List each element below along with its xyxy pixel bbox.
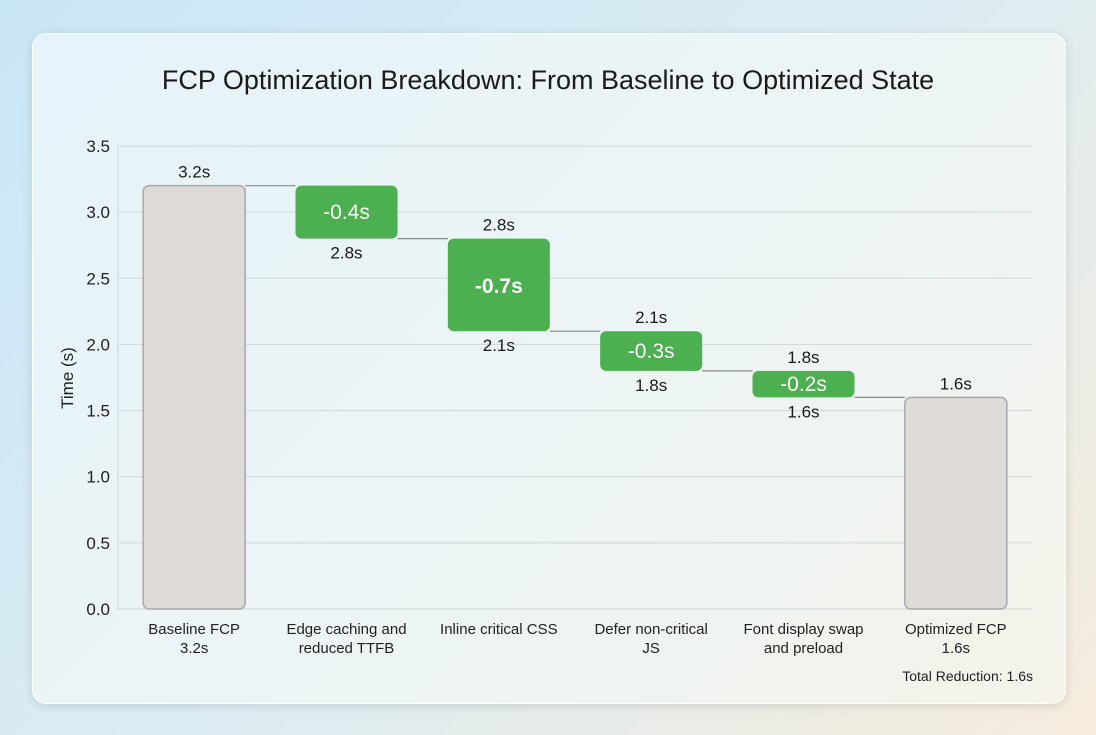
x-tick-label: and preload xyxy=(764,640,843,657)
y-tick-label: 2.0 xyxy=(86,335,110,354)
x-tick-label: 1.6s xyxy=(942,640,970,657)
bar-bottom-label: 1.6s xyxy=(787,402,819,421)
bar-top-label: 2.8s xyxy=(483,216,515,235)
bar-delta-label: -0.4s xyxy=(323,201,370,224)
y-tick-label: 0.0 xyxy=(86,600,110,619)
x-tick-label: Defer non-critical xyxy=(594,621,707,638)
y-tick-label: 1.5 xyxy=(86,402,110,421)
x-tick-label: reduced TTFB xyxy=(299,640,395,657)
decrease-bar xyxy=(752,370,855,398)
x-tick-label: Inline critical CSS xyxy=(440,621,558,638)
x-tick-label: Optimized FCP xyxy=(905,621,1007,638)
bar-delta-label: -0.2s xyxy=(780,373,827,396)
y-tick-label: 3.5 xyxy=(86,137,110,156)
y-tick-label: 0.5 xyxy=(86,534,110,553)
bar-top-label: 2.1s xyxy=(635,308,667,327)
x-tick-label: JS xyxy=(642,640,660,657)
chart-title: FCP Optimization Breakdown: From Baselin… xyxy=(162,65,934,95)
total-reduction-note: Total Reduction: 1.6s xyxy=(902,668,1033,684)
bar-bottom-label: 2.1s xyxy=(483,336,515,355)
y-tick-label: 2.5 xyxy=(86,269,110,288)
bar-top-label: 1.6s xyxy=(940,374,972,393)
x-tick-label: Baseline FCP xyxy=(148,621,240,638)
x-tick-label: Edge caching and xyxy=(286,621,406,638)
bar-top-label: 3.2s xyxy=(178,163,210,182)
x-tick-label: 3.2s xyxy=(180,640,208,657)
bar-bottom-label: 1.8s xyxy=(635,376,667,395)
decrease-bar xyxy=(295,185,398,239)
total-bar xyxy=(904,396,1008,610)
y-tick-label: 3.0 xyxy=(86,203,110,222)
bar-bottom-label: 2.8s xyxy=(330,244,362,263)
decrease-bar xyxy=(600,331,703,371)
x-tick-label: Font display swap xyxy=(743,621,863,638)
bar-delta-label: -0.3s xyxy=(628,340,675,363)
decrease-bar xyxy=(447,238,550,332)
total-bar xyxy=(142,184,246,610)
bar-top-label: 1.8s xyxy=(787,348,819,367)
bar-delta-label: -0.7s xyxy=(475,275,523,298)
y-tick-label: 1.0 xyxy=(86,468,110,487)
y-axis-label: Time (s) xyxy=(58,347,77,409)
